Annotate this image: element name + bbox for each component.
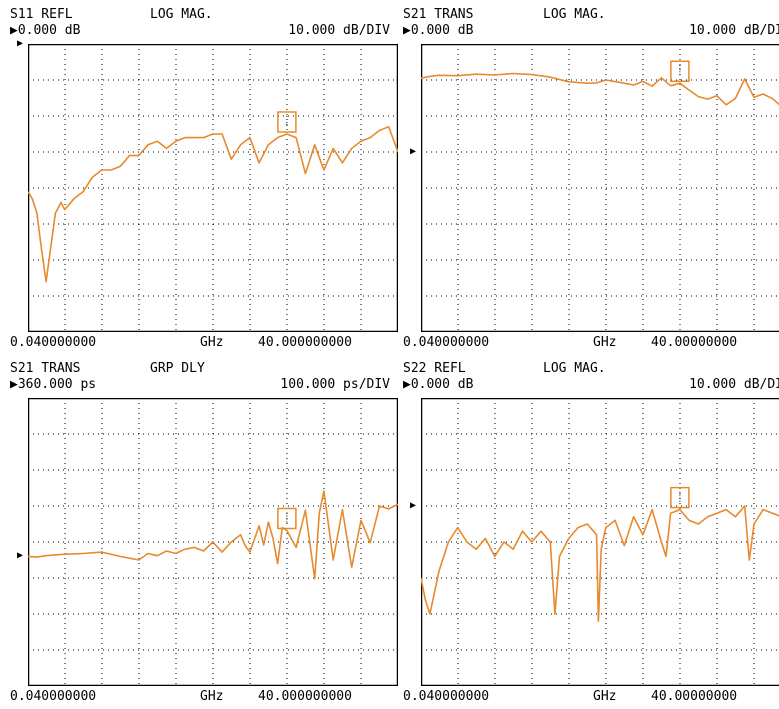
frequency-unit: GHz — [200, 335, 224, 350]
reference-value: 0.000 dB — [17, 23, 81, 38]
format-label: LOG MAG. — [543, 7, 606, 22]
scale-label: 10.000 dB/DI — [689, 377, 779, 392]
stop-frequency: 40.00000000 — [651, 335, 738, 350]
reference-label: ▶0.000 dB — [403, 23, 474, 38]
frequency-unit: GHz — [593, 689, 617, 704]
start-frequency: 0.040000000 — [403, 335, 490, 350]
frequency-unit: GHz — [593, 335, 617, 350]
scale-label: 10.000 dB/DIV — [288, 23, 390, 38]
start-frequency: 0.040000000 — [10, 689, 97, 704]
measurement-label: S11 REFL — [10, 7, 73, 22]
reference-value: 0.000 dB — [410, 23, 474, 38]
marker-frame — [277, 507, 297, 530]
measurement-label: S21 TRANS — [403, 7, 474, 22]
plot-area — [28, 44, 398, 332]
marker-frame — [670, 486, 690, 509]
stop-frequency: 40.00000000 — [651, 689, 738, 704]
plot-frame — [421, 398, 779, 686]
marker-frame — [277, 111, 297, 133]
chart-panel-s21-mag: S21 TRANS LOG MAG. ▶0.000 dB 10.000 dB/D… — [403, 0, 779, 354]
plot-frame — [421, 44, 779, 332]
measurement-label: S22 REFL — [403, 361, 466, 376]
marker-box — [277, 111, 297, 133]
measurement-label: S21 TRANS — [10, 361, 81, 376]
marker-frame — [670, 60, 690, 82]
scale-label: 10.000 dB/DI — [689, 23, 779, 38]
reference-value: 360.000 ps — [17, 377, 97, 392]
reference-value: 0.000 dB — [410, 377, 474, 392]
plot-area — [28, 398, 398, 686]
trace-line — [28, 126, 398, 283]
reference-marker-icon: ▶ — [17, 550, 24, 562]
reference-label: ▶0.000 dB — [10, 23, 81, 38]
stop-frequency: 40.000000000 — [258, 335, 352, 350]
chart-panel-s22: S22 REFL LOG MAG. ▶0.000 dB 10.000 dB/DI… — [403, 354, 779, 708]
chart-panel-s11: S11 REFL LOG MAG. ▶0.000 dB 10.000 dB/DI… — [10, 0, 398, 354]
plot-frame — [28, 398, 398, 686]
chart-panel-s21-grpdly: S21 TRANS GRP DLY ▶360.000 ps 100.000 ps… — [10, 354, 398, 708]
plot-area — [421, 44, 779, 332]
start-frequency: 0.040000000 — [10, 335, 97, 350]
format-label: GRP DLY — [150, 361, 205, 376]
trace-line — [421, 505, 779, 622]
trace-line — [28, 490, 398, 580]
reference-marker-icon: ▶ — [410, 146, 417, 157]
marker-box — [670, 486, 690, 509]
reference-marker-icon: ▶ — [17, 38, 24, 49]
plot-area — [421, 398, 779, 686]
plot-frame — [28, 44, 398, 332]
frequency-unit: GHz — [200, 689, 224, 704]
format-label: LOG MAG. — [543, 361, 606, 376]
reference-label: ▶0.000 dB — [403, 377, 474, 392]
stop-frequency: 40.000000000 — [258, 689, 352, 704]
start-frequency: 0.040000000 — [403, 689, 490, 704]
reference-label: ▶360.000 ps — [10, 377, 97, 392]
scale-label: 100.000 ps/DIV — [280, 377, 390, 392]
reference-marker-icon: ▶ — [410, 500, 417, 511]
trace-line — [421, 72, 779, 106]
format-label: LOG MAG. — [150, 7, 213, 22]
